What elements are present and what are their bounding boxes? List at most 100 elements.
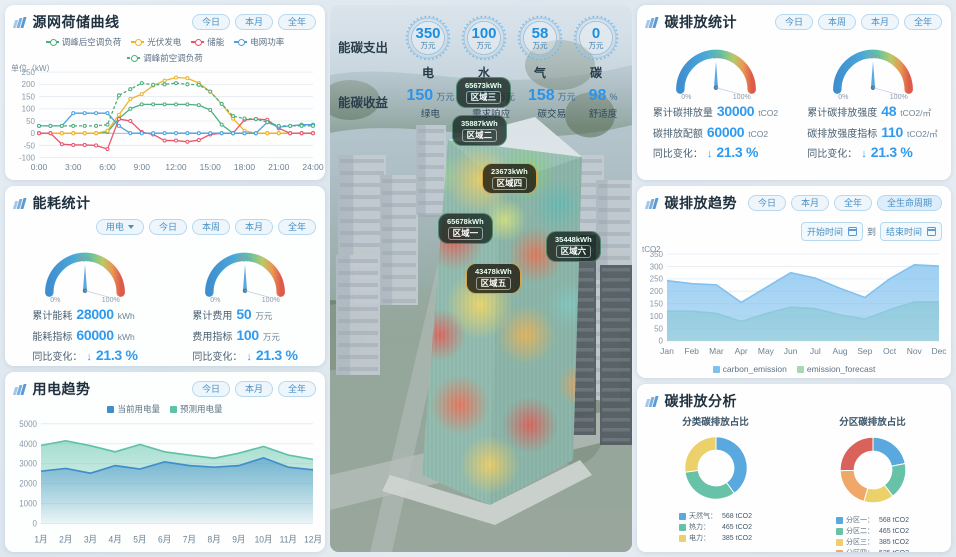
expense-item[interactable]: 58 万元气 bbox=[517, 15, 563, 81]
legend-value: 465 tCO2 bbox=[879, 527, 909, 535]
legend-label: 分区一： bbox=[846, 517, 875, 524]
metric-value: 350 bbox=[415, 25, 441, 42]
range-button-today[interactable]: 今日 bbox=[774, 14, 813, 30]
panel-marker-icon bbox=[644, 16, 659, 28]
expense-label: 能碳支出 bbox=[338, 40, 389, 55]
zone-tag[interactable]: 43478kWh 区域五 bbox=[466, 263, 521, 295]
svg-text:15:00: 15:00 bbox=[200, 162, 221, 172]
legend-item[interactable]: 热力： 465 tCO2 bbox=[679, 522, 752, 532]
stat-key: 同比变化： bbox=[192, 352, 243, 363]
svg-text:50%: 50% bbox=[238, 257, 252, 264]
svg-text:12:00: 12:00 bbox=[165, 162, 186, 172]
range-button-year[interactable]: 全年 bbox=[277, 14, 316, 30]
legend-item[interactable]: 天然气： 568 tCO2 bbox=[679, 511, 752, 521]
legend-item[interactable]: 调峰前空调负荷 bbox=[127, 52, 203, 64]
zone-tag[interactable]: 35887kWh 区域二 bbox=[452, 115, 507, 147]
donut-charts: 分类碳排放占比 天然气： 568 tCO2 热力： 465 tCO2 电力： 385 tCO… bbox=[637, 414, 951, 552]
svg-text:单位（kW）: 单位（kW） bbox=[11, 63, 55, 73]
stat-row: 能耗指标 60000 kWh bbox=[32, 325, 137, 346]
legend-item[interactable]: 储能 bbox=[191, 36, 224, 48]
range-button-month[interactable]: 本月 bbox=[860, 14, 899, 30]
legend-value: 568 tCO2 bbox=[722, 512, 752, 520]
income-item[interactable]: 98% 舒适度 bbox=[589, 87, 618, 120]
stat-key: 碳排放配额 bbox=[652, 128, 703, 140]
start-time-picker[interactable]: 开始时间 bbox=[800, 222, 863, 241]
gauge-row: 50% 0% 100% 累计能耗 28000 kWh 能耗指标 60000 kWh 同比变化： ↓ 2… bbox=[5, 238, 325, 366]
range-button-year[interactable]: 全年 bbox=[277, 219, 316, 235]
legend-label: 天然气： bbox=[689, 513, 718, 520]
legend-item[interactable]: 电网功率 bbox=[234, 36, 284, 48]
range-button-week[interactable]: 本周 bbox=[191, 219, 230, 235]
expense-item[interactable]: 100 万元水 bbox=[461, 15, 507, 81]
svg-text:Jul: Jul bbox=[810, 346, 821, 356]
metric-value: 58 bbox=[531, 25, 549, 42]
metric-unit: 万元 bbox=[588, 41, 604, 50]
legend-item[interactable]: 当前用电量 bbox=[107, 403, 160, 415]
metric-unit: 万元 bbox=[436, 92, 455, 102]
metric-value: 150 bbox=[406, 87, 434, 104]
range-buttons: 今日 本月 全年 全生命周期 bbox=[747, 195, 942, 211]
range-button-lifecycle[interactable]: 全生命周期 bbox=[876, 195, 942, 211]
legend-item[interactable]: 调峰后空调负荷 bbox=[45, 36, 121, 48]
metric-unit: % bbox=[609, 92, 618, 102]
legend-item[interactable]: 分区四：525 tCO2 bbox=[836, 548, 909, 552]
range-button-month[interactable]: 本月 bbox=[234, 381, 273, 397]
metric-value: 158 bbox=[527, 87, 555, 104]
legend-item[interactable]: 分区二： 465 tCO2 bbox=[836, 526, 909, 536]
range-button-year[interactable]: 全年 bbox=[277, 381, 316, 397]
zone-tag[interactable]: 23673kWh 区域四 bbox=[482, 163, 537, 195]
expense-item[interactable]: 0 万元碳 bbox=[573, 15, 619, 81]
svg-text:12月: 12月 bbox=[304, 534, 322, 545]
zone-consumption: 65673kWh bbox=[465, 81, 502, 90]
legend-item[interactable]: 分区三： 385 tCO2 bbox=[836, 537, 909, 547]
range-button-week[interactable]: 本周 bbox=[817, 14, 856, 30]
end-time-picker[interactable]: 结束时间 bbox=[879, 222, 942, 241]
range-button-year[interactable]: 全年 bbox=[833, 195, 872, 211]
panel-title: 碳排放统计 bbox=[664, 14, 737, 30]
panel-title: 源网荷储曲线 bbox=[32, 14, 120, 30]
range-button-year[interactable]: 全年 bbox=[903, 14, 942, 30]
stat-key: 费用指标 bbox=[192, 331, 233, 343]
building-3d-scene[interactable] bbox=[330, 5, 632, 552]
svg-text:Jan: Jan bbox=[660, 346, 674, 356]
trend-arrow-icon: ↓ bbox=[86, 351, 92, 363]
date-range-row: 开始时间 到 结束时间 bbox=[800, 222, 942, 241]
legend-item[interactable]: 光伏发电 bbox=[131, 36, 181, 48]
donut-chart[interactable] bbox=[677, 429, 755, 507]
metric-value: 100 bbox=[471, 25, 497, 42]
svg-text:8月: 8月 bbox=[207, 534, 220, 545]
income-item[interactable]: 158 万元 碳交易 bbox=[528, 87, 576, 120]
donut-chart[interactable] bbox=[832, 429, 914, 511]
legend-item[interactable]: 预测用电量 bbox=[170, 403, 223, 415]
panel-marker-icon bbox=[644, 197, 659, 209]
range-button-today[interactable]: 今日 bbox=[191, 14, 230, 30]
stat-unit: tCO2/㎡ bbox=[906, 128, 938, 139]
range-button-today[interactable]: 今日 bbox=[747, 195, 786, 211]
expense-items: 350 万元电 100 万元水 58 万元气 0 万元碳 bbox=[400, 15, 624, 81]
range-buttons: 今日 本月 全年 bbox=[191, 14, 316, 30]
legend-item[interactable]: carbon_emission bbox=[712, 364, 787, 374]
zone-consumption: 35887kWh bbox=[461, 119, 498, 128]
range-button-today[interactable]: 今日 bbox=[148, 219, 187, 235]
zone-tag[interactable]: 35448kWh 区域六 bbox=[546, 231, 601, 263]
range-button-today[interactable]: 今日 bbox=[191, 381, 230, 397]
range-button-month[interactable]: 本月 bbox=[234, 14, 273, 30]
zone-tag[interactable]: 65678kWh 区域一 bbox=[438, 213, 493, 245]
stat-value: 110 bbox=[881, 123, 903, 140]
panel-title: 用电趋势 bbox=[32, 381, 91, 397]
metric-caption: 碳 bbox=[589, 66, 602, 80]
svg-text:0%: 0% bbox=[210, 297, 220, 302]
legend-item[interactable]: 分区一： 568 tCO2 bbox=[836, 515, 909, 525]
stat-key: 碳排放强度指标 bbox=[807, 128, 878, 140]
energy-type-dropdown[interactable]: 用电 bbox=[95, 219, 144, 235]
zone-name: 区域五 bbox=[475, 277, 512, 291]
expense-item[interactable]: 350 万元电 bbox=[405, 15, 451, 81]
income-item[interactable]: 150 万元 绿电 bbox=[407, 87, 455, 120]
legend-item[interactable]: 电力： 385 tCO2 bbox=[679, 533, 752, 543]
range-button-month[interactable]: 本月 bbox=[234, 219, 273, 235]
range-button-month[interactable]: 本月 bbox=[790, 195, 829, 211]
zone-tag[interactable]: 65673kWh 区域三 bbox=[456, 77, 511, 109]
legend-item[interactable]: emission_forecast bbox=[796, 364, 875, 374]
svg-text:Apr: Apr bbox=[735, 346, 748, 356]
